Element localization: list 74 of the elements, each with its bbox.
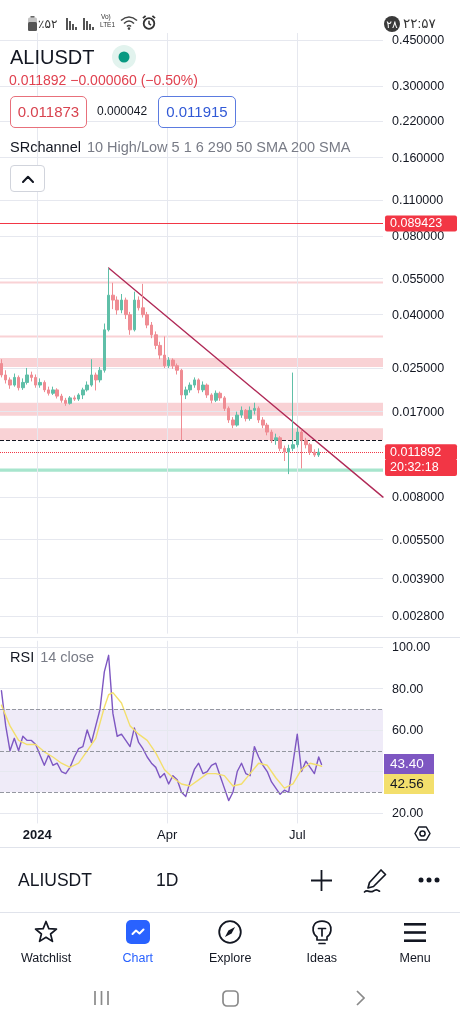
candlestick	[244, 408, 248, 422]
y-tick-label: 80.00	[392, 681, 424, 696]
text: 42.56	[384, 774, 434, 795]
candlestick	[205, 382, 209, 399]
candlestick	[171, 357, 175, 370]
text: ۲۲:۵۷	[403, 16, 436, 33]
y-tick-label: 0.025000	[392, 360, 445, 375]
y-tick-label: 20.00	[392, 806, 424, 821]
y-tick-label: 0.002800	[392, 609, 445, 624]
price-box: 0.011873	[10, 96, 87, 128]
candlestick	[94, 372, 98, 391]
candlestick	[25, 367, 29, 386]
text: ALIUSDT	[18, 870, 92, 891]
text: 43.40	[384, 754, 434, 775]
candlestick	[317, 447, 320, 458]
ref-line-label: 0.089423	[390, 216, 443, 231]
y-tick-label: 0.450000	[392, 33, 445, 48]
annotation: 10 High/Low 5 1 6 290 50 SMA 200 SMA	[86, 139, 351, 157]
annotation: RSI	[10, 649, 35, 667]
candlestick	[73, 395, 76, 402]
y-tick-label: 60.00	[392, 723, 424, 738]
text: Menu	[399, 951, 431, 966]
candlestick	[43, 379, 46, 393]
candlestick	[308, 442, 312, 456]
y-tick-label: 0.080000	[392, 229, 445, 244]
text: ALIUSDT	[10, 45, 95, 69]
candlestick	[248, 405, 252, 422]
text: Chart	[122, 951, 154, 966]
candlestick	[13, 373, 16, 388]
y-tick-label: 0.055000	[392, 271, 445, 286]
candlestick	[214, 389, 218, 403]
candlestick	[201, 380, 205, 393]
candlestick	[68, 395, 72, 406]
line-series	[0, 691, 323, 789]
x-tick-label: Jul	[288, 827, 306, 843]
candlestick	[167, 356, 170, 369]
y-tick-label: 0.040000	[392, 307, 445, 322]
candlestick	[51, 386, 55, 396]
y-tick-label: 0.003900	[392, 571, 445, 586]
text: 0.011892 −0.000060 (−0.50%)	[9, 72, 198, 89]
annotation: 14 close	[40, 649, 95, 667]
text: 1D	[156, 870, 179, 891]
annotation: SRchannel	[10, 139, 81, 157]
annotation: 0.000042	[97, 104, 148, 119]
candlestick	[133, 291, 136, 332]
annotation: 0.011915	[166, 103, 228, 121]
y-tick-label: 0.160000	[392, 150, 445, 165]
x-tick-label: Apr	[157, 827, 178, 843]
candlestick	[197, 377, 200, 394]
y-tick-label: 0.017000	[392, 404, 445, 419]
candlestick	[184, 386, 188, 400]
candlestick	[17, 374, 20, 391]
x-tick-label: 2024	[22, 827, 53, 843]
text: ٪۵۲	[38, 17, 58, 32]
y-tick-label: 0.220000	[392, 114, 445, 129]
text: Explore	[209, 951, 252, 966]
y-tick-label: 0.005500	[392, 532, 445, 547]
y-tick-label: 0.008000	[392, 490, 445, 505]
y-tick-label: 100.00	[392, 640, 431, 655]
text: 20:32:18	[385, 460, 457, 477]
candlestick	[274, 433, 278, 446]
ref-line-label: 0.011892	[390, 445, 442, 460]
y-tick-label: 0.300000	[392, 79, 445, 94]
badge: ۲۸	[384, 16, 400, 32]
annotation: 0.011873	[17, 103, 80, 121]
candlestick	[55, 387, 59, 399]
candlestick	[120, 293, 123, 314]
candlestick	[34, 373, 37, 389]
candlestick	[64, 397, 67, 407]
text: Ideas	[306, 951, 338, 966]
price-box: 0.011915	[158, 96, 236, 128]
candlestick	[38, 377, 42, 389]
text: Watchlist	[21, 951, 72, 966]
y-tick-label: 0.110000	[392, 193, 444, 208]
